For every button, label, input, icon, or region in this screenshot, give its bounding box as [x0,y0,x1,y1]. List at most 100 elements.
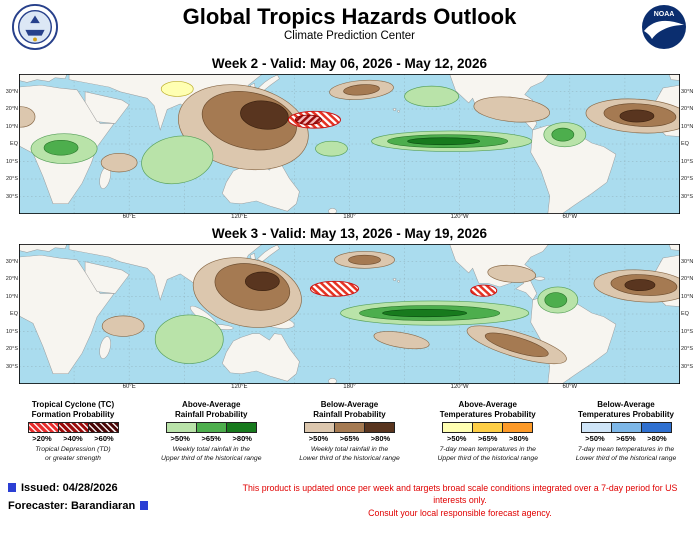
below-avg-rain-region [101,315,145,337]
legend-title-line: Above-Average [182,400,241,409]
legend-thresholds-temp-above: >50% >65% >80% [419,434,557,443]
above-avg-rain-region [141,135,214,185]
lat-label: 30°N [5,258,18,265]
forecaster-line: Forecaster: Barandiaran [8,498,149,516]
week3-map [19,244,680,384]
tc-formation-region [294,114,322,125]
week2-lon-axis: 60°E 120°E 180° 120°W 60°W [19,214,680,224]
legend-title-rain-below: Below-Average Rainfall Probability [281,400,419,419]
lat-label: 10°S [681,158,693,165]
legend-swatches-rain-below [281,422,419,434]
legend-title-line: Tropical Cyclone (TC) [31,400,115,409]
legend-note-tc: Tropical Depression (TD) or greater stre… [4,446,142,463]
lon-label: 60°E [122,214,136,220]
lat-label: 30°N [681,88,694,95]
legend-swatch [165,422,197,434]
week2-title: Week 2 - Valid: May 06, 2026 - May 12, 2… [211,56,488,71]
legend-note-line: Upper third of the historical range [161,454,262,462]
threshold-label: >80% [370,434,391,444]
lat-label: 10°N [681,293,694,300]
legend-thresholds-rain-above: >50% >65% >80% [142,434,280,443]
week2-map [19,74,680,214]
threshold-label: >65% [201,434,221,444]
threshold-label: >50% [447,434,467,444]
week2-map-block: 30°N 20°N 10°N EQ 10°S 20°S 30°S [6,74,693,224]
lon-label: 180° [343,214,356,220]
lat-label: EQ [681,141,689,147]
legend-swatches-temp-above [419,422,557,434]
lat-label: EQ [10,141,18,147]
legend-group-temp-above: Above-Average Temperatures Probability >… [419,400,557,472]
legend-note-line: Weekly total rainfall in the [172,446,250,454]
above-avg-rain-region [404,85,460,107]
legend-thresholds-rain-below: >50% >65% >80% [281,434,419,443]
forecaster-label: Forecaster: [8,499,68,512]
footer: Issued: 04/28/2026 Forecaster: Barandiar… [0,474,699,519]
legend-swatch [27,422,59,434]
threshold-label: >50% [585,434,605,444]
legend-note-line: Tropical Depression (TD) [35,446,111,454]
lat-label: 20°N [681,276,694,282]
below-avg-rain-region [619,109,655,123]
lon-label: 120°W [450,384,469,390]
lat-label: 20°S [6,176,18,182]
lat-label: 30°S [6,363,18,370]
legend-note-line: Lower third of the historical range [299,454,400,462]
issued-date: 04/28/2026 [62,482,118,494]
below-avg-rain-region [100,153,138,173]
legend-note-line: Weekly total rainfall in the [310,446,389,454]
legend-swatch [580,422,612,434]
below-avg-rain-region [343,84,380,96]
disclaimer: This product is updated once per week an… [229,480,691,519]
legend-note-rain-below: Weekly total rainfall in the Lower third… [281,446,419,463]
issued-line: Issued: 04/28/2026 [8,480,148,498]
legend-thresholds-temp-below: >50% >65% >80% [557,434,695,443]
page-title: Global Tropics Hazards Outlook [182,4,517,29]
legend-swatches-tc [4,422,142,434]
below-avg-rain-region [624,279,656,291]
below-avg-rain-region [373,331,430,350]
lat-label: 30°N [681,258,694,265]
legend-swatch [225,422,257,434]
above-avg-rain-region [551,127,575,142]
legend-swatches-temp-below [557,422,695,434]
week3-title: Week 3 - Valid: May 13, 2026 - May 19, 2… [211,226,488,241]
legend-title-temp-above: Above-Average Temperatures Probability [419,400,557,419]
above-avg-rain-region [154,314,224,364]
week3-lon-axis: 60°E 120°E 180° 120°W 60°W [19,384,680,394]
lat-label: 30°S [681,363,693,370]
legend-title-line: Rainfall Probability [313,409,386,419]
above-avg-rain-region [315,140,348,157]
lat-label: 20°N [681,106,694,112]
legend-group-tc: Tropical Cyclone (TC) Formation Probabil… [4,400,142,472]
lat-label: 20°N [5,106,18,112]
threshold-label: >65% [339,434,360,444]
legend-title-line: Below-Average [320,400,379,409]
legend-swatch [472,422,504,434]
above-avg-rain-region [544,292,568,308]
lat-label: 10°S [6,328,18,335]
legend-title-line: Below-Average [597,400,655,409]
week2-lat-axis-left: 30°N 20°N 10°N EQ 10°S 20°S 30°S [6,74,19,214]
lon-label: 60°E [122,384,136,390]
lon-label: 120°E [231,384,248,390]
legend-swatch [304,422,335,434]
legend-title-tc: Tropical Cyclone (TC) Formation Probabil… [4,400,142,419]
week3-lat-axis-left: 30°N 20°N 10°N EQ 10°S 20°S 30°S [6,244,19,384]
commerce-seal-icon [12,4,58,55]
forecaster-marker [140,500,149,510]
legend: Tropical Cyclone (TC) Formation Probabil… [0,394,699,474]
above-avg-rain-region [382,309,468,318]
tc-formation-region [470,284,498,297]
legend-swatch [640,422,672,434]
above-avg-rain-region [407,137,481,146]
footer-issued-block: Issued: 04/28/2026 Forecaster: Barandiar… [8,480,149,516]
legend-group-rain-below: Below-Average Rainfall Probability >50% … [281,400,419,472]
legend-note-line: or greater strength [45,454,101,462]
below-avg-rain-region [484,332,549,358]
threshold-label: >65% [616,434,636,444]
legend-note-line: 7-day mean temperatures in the [439,446,536,454]
lat-label: 10°N [5,123,18,130]
legend-title-line: Rainfall Probability [175,409,248,419]
legend-title-temp-below: Below-Average Temperatures Probability [557,400,695,419]
